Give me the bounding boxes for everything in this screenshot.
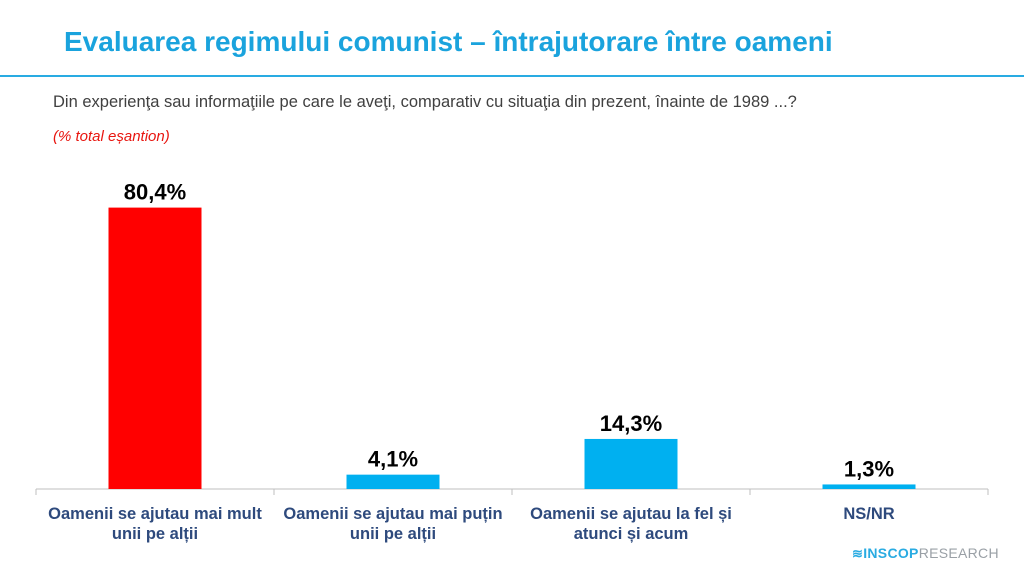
bar-2 [346,474,440,489]
value-label-1: 80,4% [124,180,186,205]
value-label-4: 1,3% [844,456,894,481]
question-text: Din experienţa sau informaţiile pe care … [53,93,797,111]
title-divider [0,75,1024,77]
page-title: Evaluarea regimului comunist – întrajuto… [64,26,833,57]
brand-mark-icon: ≋ [852,546,864,561]
category-label-2: Oamenii se ajutau mai puțin unii pe alți… [283,505,503,543]
brand-suffix: RESEARCH [918,545,999,561]
bar-1 [108,207,202,489]
category-label-3: Oamenii se ajutau la fel și atunci și ac… [530,505,732,543]
bar-3 [584,438,678,489]
bar-4 [822,484,916,489]
sample-note: (% total eșantion) [53,128,170,145]
brand-logo: ≋INSCOPRESEARCH [852,545,999,562]
value-label-2: 4,1% [368,447,418,472]
category-label-1: Oamenii se ajutau mai mult unii pe alții [48,505,262,543]
brand-name: INSCOP [863,545,919,561]
category-label-4: NS/NR [843,505,895,523]
value-label-3: 14,3% [600,411,662,436]
